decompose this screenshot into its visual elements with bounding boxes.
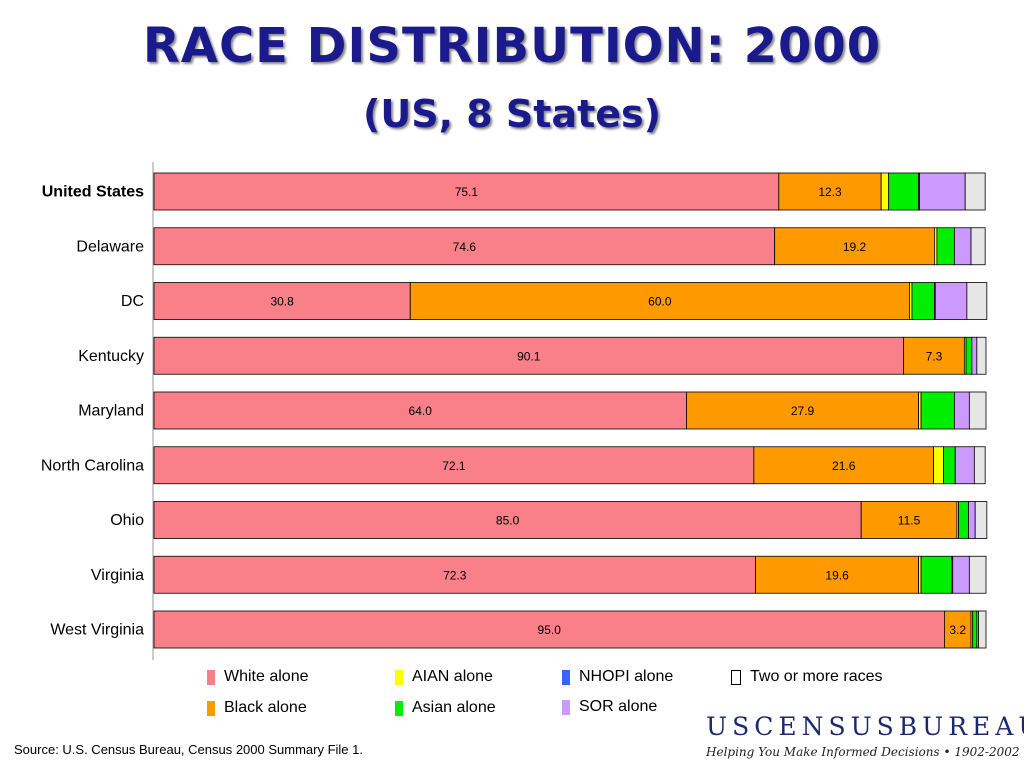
bar-united-states-aian-alone [880, 172, 890, 211]
legend-item-two-or-more: Two or more races [731, 667, 882, 687]
bar-dc-asian-alone [911, 282, 935, 320]
category-label-ohio: Ohio [110, 512, 144, 529]
bar-ohio-sor-alone [968, 501, 976, 539]
bar-ohio-two-or-more-races [974, 501, 988, 539]
category-label-north-carolina: North Carolina [41, 457, 144, 474]
bar-delaware-white-alone [153, 227, 776, 266]
legend-item-sor: SOR alone [562, 697, 657, 717]
data-label-kentucky-black-alone: 7.3 [926, 349, 943, 363]
data-label-delaware-white-alone: 74.6 [453, 240, 477, 254]
bar-kentucky-white-alone [153, 336, 905, 375]
bar-north-carolina-aian-alone [933, 446, 944, 485]
data-label-virginia-black-alone: 19.6 [825, 568, 849, 582]
data-label-maryland-black-alone: 27.9 [791, 404, 815, 418]
data-label-west-virginia-white-alone: 95.0 [538, 623, 562, 637]
bar-maryland-sor-alone [953, 391, 970, 430]
bar-virginia-two-or-more-races [968, 555, 987, 594]
legend-item-asian: Asian alone [395, 698, 496, 718]
legend-swatch-two-or-more [731, 669, 741, 685]
legend-item-aian: AIAN alone [395, 667, 493, 687]
legend-label-nhopi: NHOPI alone [579, 668, 674, 685]
legend-label-sor: SOR alone [579, 698, 658, 715]
data-label-virginia-white-alone: 72.3 [443, 568, 467, 582]
bar-west-virginia-two-or-more-races [978, 610, 987, 649]
chart-subtitle: (US, 8 States) [362, 92, 662, 136]
legend-item-white: White alone [207, 667, 309, 687]
legend-label-aian: AIAN alone [412, 668, 493, 685]
legend-swatch-aian [395, 669, 403, 685]
legend-swatch-nhopi [562, 669, 570, 685]
data-label-dc-white-alone: 30.8 [270, 295, 294, 309]
legend-swatch-black [207, 700, 215, 716]
legend-label-asian: Asian alone [412, 699, 496, 716]
bar-ohio-asian-alone [958, 501, 969, 539]
bar-kentucky-sor-alone [971, 336, 978, 375]
bar-dc-sor-alone [934, 282, 968, 320]
bar-delaware-black-alone [774, 227, 935, 266]
census-bureau-tagline: Helping You Make Informed Decisions • 19… [706, 745, 1020, 759]
category-label-united-states: United States [42, 184, 144, 201]
data-label-united-states-black-alone: 12.3 [818, 185, 842, 199]
data-label-north-carolina-black-alone: 21.6 [832, 459, 856, 473]
data-label-delaware-black-alone: 19.2 [843, 240, 867, 254]
legend-swatch-white [207, 669, 215, 685]
legend-swatch-sor [562, 699, 570, 715]
bar-virginia-white-alone [153, 555, 756, 594]
bar-north-carolina-asian-alone [943, 446, 956, 485]
bar-west-virginia-black-alone [944, 610, 972, 649]
data-label-ohio-black-alone: 11.5 [898, 514, 921, 528]
data-label-kentucky-white-alone: 90.1 [517, 349, 541, 363]
data-label-united-states-white-alone: 75.1 [455, 185, 479, 199]
bar-kentucky-asian-alone [965, 336, 973, 375]
source-note: Source: U.S. Census Bureau, Census 2000 … [14, 742, 363, 757]
bar-united-states-sor-alone [919, 172, 966, 211]
census-bureau-logo: USCENSUSBUREAU [706, 712, 1024, 741]
bar-maryland-white-alone [153, 391, 687, 430]
legend-label-black: Black alone [224, 699, 307, 716]
legend-item-nhopi: NHOPI alone [562, 667, 673, 687]
bar-north-carolina-sor-alone [954, 446, 975, 485]
legend-label-two-or-more: Two or more races [750, 668, 883, 685]
bar-virginia-asian-alone [920, 555, 953, 594]
bar-united-states-white-alone [153, 172, 780, 211]
bar-united-states-two-or-more-races [964, 172, 986, 211]
bar-dc-two-or-more-races [966, 282, 988, 320]
bar-ohio-white-alone [153, 501, 862, 539]
legend-item-black: Black alone [207, 698, 307, 718]
data-label-north-carolina-white-alone: 72.1 [442, 459, 466, 473]
legend-swatch-asian [395, 700, 403, 716]
bar-virginia-black-alone [755, 555, 920, 594]
bar-north-carolina-two-or-more-races [973, 446, 986, 485]
bar-maryland-black-alone [686, 391, 920, 430]
bar-virginia-sor-alone [952, 555, 970, 594]
category-label-virginia: Virginia [91, 567, 144, 584]
bar-west-virginia-asian-alone [972, 610, 978, 649]
bar-north-carolina-white-alone [153, 446, 755, 485]
data-label-ohio-white-alone: 85.0 [496, 514, 520, 528]
bar-delaware-asian-alone [936, 227, 955, 266]
category-label-dc: DC [121, 293, 144, 310]
legend-label-white: White alone [224, 668, 309, 685]
bar-delaware-two-or-more-races [970, 227, 986, 266]
bar-delaware-sor-alone [953, 227, 972, 266]
category-label-west-virginia: West Virginia [50, 622, 144, 639]
data-label-west-virginia-black-alone: 3.2 [949, 623, 966, 637]
data-label-dc-black-alone: 60.0 [648, 295, 672, 309]
bar-maryland-two-or-more-races [968, 391, 987, 430]
bar-maryland-asian-alone [920, 391, 955, 430]
chart-title: RACE DISTRIBUTION: 2000 [142, 18, 882, 74]
bar-united-states-black-alone [778, 172, 882, 211]
data-label-maryland-white-alone: 64.0 [409, 404, 433, 418]
category-label-maryland: Maryland [78, 403, 144, 420]
bar-kentucky-two-or-more-races [976, 336, 987, 375]
bar-united-states-asian-alone [888, 172, 920, 211]
bar-dc-white-alone [153, 282, 411, 320]
bar-dc-black-alone [409, 282, 910, 320]
category-label-delaware: Delaware [76, 238, 144, 255]
category-label-kentucky: Kentucky [78, 348, 144, 365]
